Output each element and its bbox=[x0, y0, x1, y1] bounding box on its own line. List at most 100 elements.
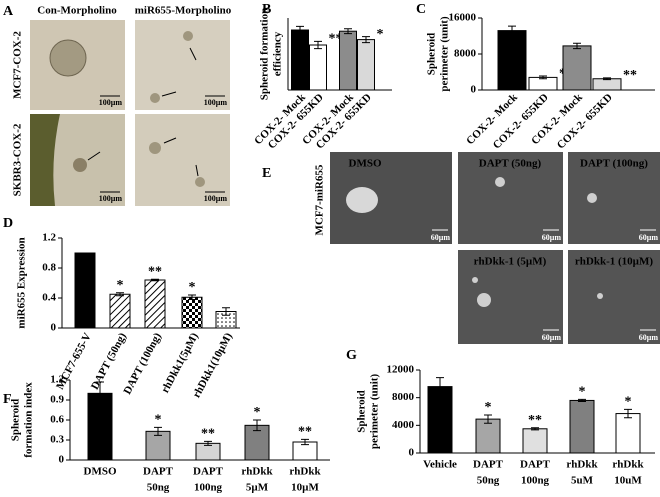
x-tick-label: rhDkk bbox=[612, 459, 644, 471]
x-tick-label: 5uM bbox=[571, 475, 594, 487]
y-tick-label: 0 bbox=[471, 84, 477, 96]
x-tick-label: DAPT bbox=[473, 459, 504, 471]
bar bbox=[615, 413, 641, 454]
x-tick-label: DAPT bbox=[193, 466, 224, 478]
bar bbox=[109, 293, 131, 329]
error-bar bbox=[314, 40, 322, 50]
micrograph bbox=[458, 152, 563, 244]
significance: * bbox=[579, 385, 586, 400]
y-tick-label: 0.3 bbox=[50, 434, 64, 446]
error-bar bbox=[188, 294, 196, 300]
error-bar bbox=[116, 292, 124, 297]
micrograph bbox=[135, 114, 230, 206]
error-bar bbox=[296, 25, 304, 35]
significance: ** bbox=[201, 427, 215, 442]
arrow bbox=[195, 164, 199, 177]
scale-label: 60µm bbox=[639, 333, 659, 342]
error-bar bbox=[253, 419, 261, 432]
error-bar bbox=[151, 278, 159, 282]
spheroid bbox=[149, 142, 161, 154]
bar bbox=[528, 76, 558, 91]
significance: * bbox=[377, 27, 384, 42]
y-tick-label: 4000 bbox=[392, 419, 415, 431]
error-bar bbox=[204, 440, 212, 446]
spheroid bbox=[73, 158, 87, 172]
spheroid bbox=[477, 293, 491, 307]
x-tick-label: Vehicle bbox=[423, 459, 457, 471]
bar bbox=[357, 39, 375, 91]
spheroid bbox=[597, 293, 603, 299]
x-tick-label: 50ng bbox=[477, 475, 500, 487]
x-tick-label: DAPT (50ng) bbox=[89, 331, 129, 392]
significance: ** bbox=[298, 425, 312, 440]
significance: ** bbox=[623, 68, 637, 83]
y-tick-label: 1.2 bbox=[50, 374, 64, 386]
y-axis-label: perimeter (unit) bbox=[369, 374, 381, 450]
spheroid bbox=[195, 177, 205, 187]
x-tick-label: DAPT bbox=[520, 459, 551, 471]
y-tick-label: 0.4 bbox=[42, 292, 56, 304]
error-bar bbox=[344, 28, 352, 35]
panel-a: A Con-Morpholino miR655-Morpholino MCF7-… bbox=[3, 4, 232, 206]
x-tick-label: 10µM bbox=[291, 482, 319, 494]
error-bar bbox=[624, 408, 632, 419]
scale-label: 60µm bbox=[639, 233, 659, 242]
y-tick-label: 16000 bbox=[449, 12, 477, 24]
scale-label: 100µm bbox=[99, 194, 123, 203]
spheroid bbox=[472, 277, 478, 283]
error-bar bbox=[436, 377, 444, 397]
micrograph bbox=[135, 20, 230, 110]
row-label: SKBR3-COX-2 bbox=[12, 123, 24, 196]
bar bbox=[339, 30, 357, 91]
arrow bbox=[161, 91, 177, 97]
y-tick-label: 0 bbox=[409, 447, 415, 459]
panel-label: A bbox=[3, 4, 14, 19]
y-axis-label: Spheroid bbox=[356, 390, 368, 433]
bar bbox=[181, 296, 203, 329]
x-tick-label: 50ng bbox=[147, 482, 170, 494]
spheroid bbox=[150, 93, 160, 103]
image-label: DAPT (100ng) bbox=[580, 158, 648, 170]
error-bar bbox=[573, 42, 581, 50]
significance: * bbox=[189, 280, 196, 295]
error-bar bbox=[603, 77, 611, 81]
panel-label: E bbox=[262, 166, 271, 181]
error-bar bbox=[578, 398, 586, 402]
bar bbox=[74, 252, 96, 329]
bar bbox=[144, 279, 166, 329]
bar bbox=[291, 29, 309, 91]
arrow bbox=[163, 137, 177, 144]
error-bar bbox=[531, 427, 539, 431]
error-bar bbox=[539, 75, 547, 80]
micrograph bbox=[568, 152, 660, 244]
error-bar bbox=[362, 36, 370, 44]
x-tick-label: 5µM bbox=[246, 482, 269, 494]
y-tick-label: 0.9 bbox=[50, 394, 64, 406]
y-tick-label: 0.6 bbox=[50, 414, 64, 426]
panel-label: D bbox=[3, 216, 13, 231]
scale-label: 100µm bbox=[99, 98, 123, 107]
error-bar bbox=[96, 381, 104, 406]
error-bar bbox=[484, 414, 492, 424]
bar bbox=[145, 430, 171, 461]
image-label: rhDkk-1 (10µM) bbox=[575, 256, 653, 268]
bar bbox=[497, 30, 527, 91]
bar bbox=[592, 78, 622, 91]
x-tick-label: 100ng bbox=[521, 475, 550, 487]
panel-label: B bbox=[262, 2, 271, 17]
y-axis-label: perimeter (unit) bbox=[439, 16, 451, 92]
micrograph bbox=[568, 250, 660, 344]
spheroid bbox=[49, 39, 87, 77]
row-label: MCF7-COX-2 bbox=[12, 31, 24, 99]
scale-label: 60µm bbox=[431, 233, 451, 242]
significance: * bbox=[625, 395, 632, 410]
scale-label: 60µm bbox=[542, 333, 562, 342]
x-tick-label: DMSO bbox=[84, 466, 117, 478]
y-axis-label: formation index bbox=[23, 382, 35, 458]
y-tick-label: 1.2 bbox=[42, 232, 56, 244]
x-tick-label: DAPT bbox=[143, 466, 174, 478]
significance: ** bbox=[528, 413, 542, 428]
y-axis-label: Spheroid bbox=[426, 33, 438, 76]
error-bar bbox=[301, 438, 309, 446]
panel-label: G bbox=[346, 348, 357, 363]
